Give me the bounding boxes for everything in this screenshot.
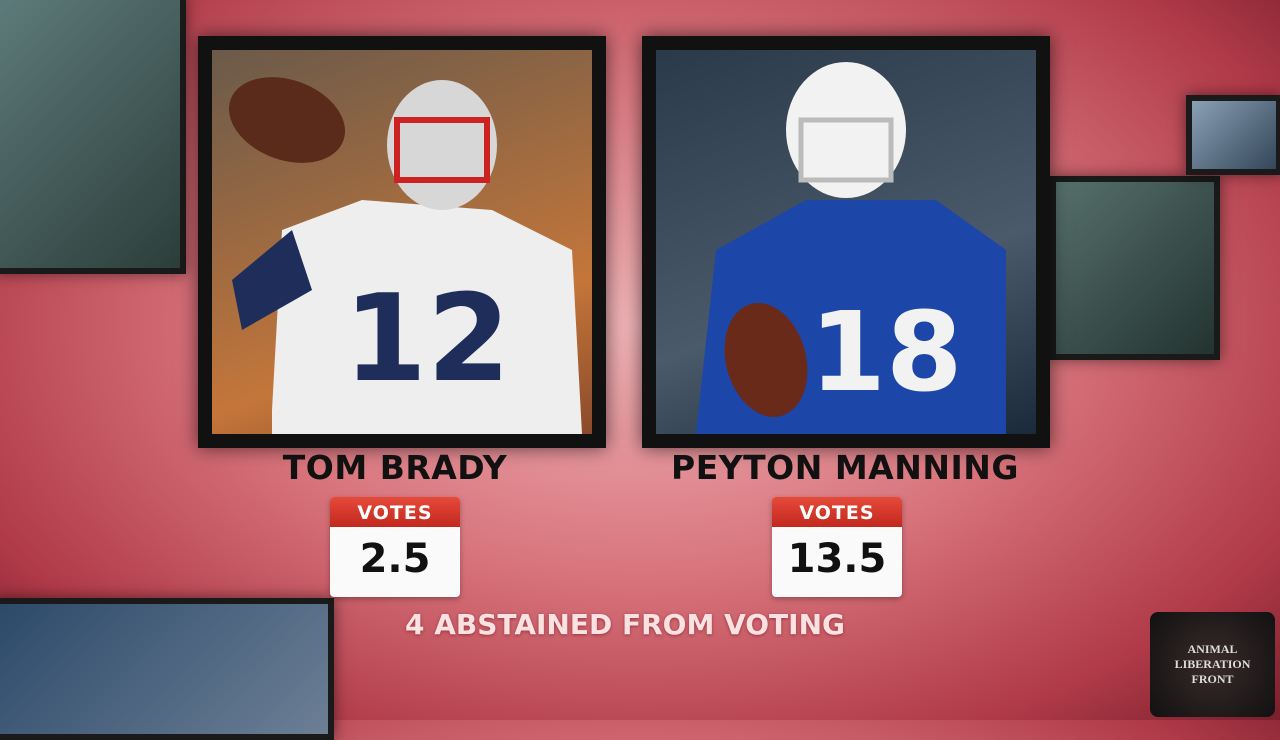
player-frame: 12	[198, 36, 606, 448]
svg-text:18: 18	[809, 288, 962, 416]
votes-label: VOTES	[772, 497, 902, 527]
abstained-note: 4 ABSTAINED FROM VOTING	[405, 608, 845, 641]
player-photo: 12	[212, 50, 592, 434]
watermark: ANIMAL LIBERATION FRONT	[1150, 612, 1275, 717]
votes-box: VOTES 13.5	[772, 497, 902, 597]
side-photo	[1050, 176, 1220, 360]
votes-value: 2.5	[359, 536, 431, 582]
photo-illustration: 18	[696, 62, 1006, 434]
votes-box: VOTES 2.5	[330, 497, 460, 597]
player-frame: 18	[642, 36, 1050, 448]
player-photo: 18	[656, 50, 1036, 434]
votes-value: 13.5	[787, 536, 887, 582]
player-name: PEYTON MANNING	[671, 448, 1019, 487]
svg-text:12: 12	[344, 270, 511, 409]
photo-illustration: 12	[228, 77, 582, 434]
side-photo	[0, 0, 186, 274]
player-name: TOM BRADY	[282, 448, 508, 487]
side-photo	[1186, 95, 1280, 175]
votes-label: VOTES	[330, 497, 460, 527]
